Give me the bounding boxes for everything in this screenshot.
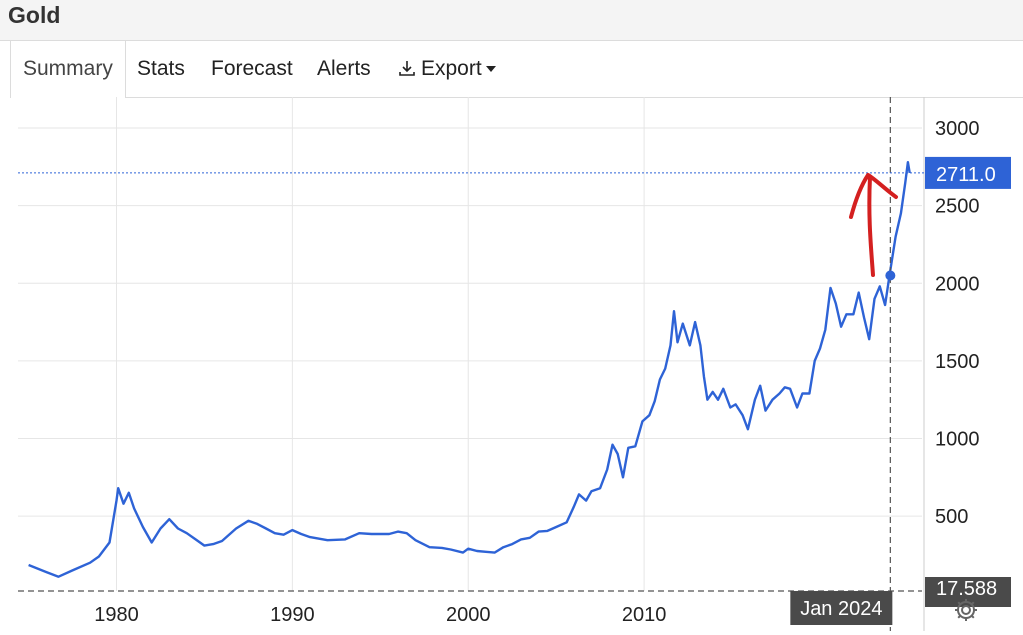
settings-gear-icon[interactable]	[952, 596, 980, 624]
export-label: Export	[421, 57, 482, 80]
y-tick-label: 2000	[935, 273, 980, 295]
y-tick-label: 1000	[935, 429, 980, 451]
tab-stats[interactable]: Stats	[137, 41, 185, 97]
crosshair-date-label: Jan 2024	[800, 598, 882, 620]
crosshair-date-box	[790, 591, 893, 625]
y-axis: 500 1000 1500 2000 2500 3000	[935, 118, 980, 528]
export-dropdown[interactable]: Export	[398, 41, 496, 97]
x-tick-label: 1980	[94, 604, 139, 626]
crosshair-point	[885, 270, 896, 281]
chart-grid	[18, 97, 925, 631]
x-tick-label: 1990	[270, 604, 315, 626]
x-tick-label: 2000	[446, 604, 491, 626]
y-tick-label: 1500	[935, 351, 980, 373]
tab-forecast-label: Forecast	[211, 57, 293, 80]
tab-stats-label: Stats	[137, 57, 185, 80]
download-icon	[399, 61, 415, 76]
current-value-label: 2711.0	[936, 164, 996, 186]
y-tick-label: 2500	[935, 196, 980, 218]
overlay-layer: 2711.0 17.588 Jan 2024	[18, 97, 1011, 631]
red-arrow-shaft	[867, 175, 875, 277]
y-tick-label: 500	[935, 506, 968, 528]
y-tick-label: 3000	[935, 118, 980, 140]
gold-price-chart[interactable]: 500 1000 1500 2000 2500 3000 1980 1990 2000 2010…	[0, 97, 1023, 635]
tab-summary[interactable]: Summary	[10, 41, 126, 98]
x-axis: 1980 1990 2000 2010	[94, 604, 666, 626]
x-tick-label: 2010	[622, 604, 667, 626]
series-layer	[28, 160, 911, 578]
annotation-layer	[849, 173, 898, 277]
current-value-box	[925, 156, 1011, 189]
page-title: Gold	[8, 2, 61, 28]
tab-summary-label: Summary	[23, 57, 113, 80]
red-arrow-head	[849, 173, 898, 219]
tab-alerts-label: Alerts	[317, 57, 371, 80]
tab-forecast[interactable]: Forecast	[211, 41, 293, 97]
title-bar: Gold	[0, 0, 1023, 41]
tab-bar: Summary Stats Forecast Alerts Export	[10, 41, 1023, 98]
bottom-value-label: 17.588	[936, 578, 997, 600]
chevron-down-icon	[485, 66, 496, 73]
tab-alerts[interactable]: Alerts	[317, 41, 371, 97]
price-series-line	[28, 160, 911, 578]
